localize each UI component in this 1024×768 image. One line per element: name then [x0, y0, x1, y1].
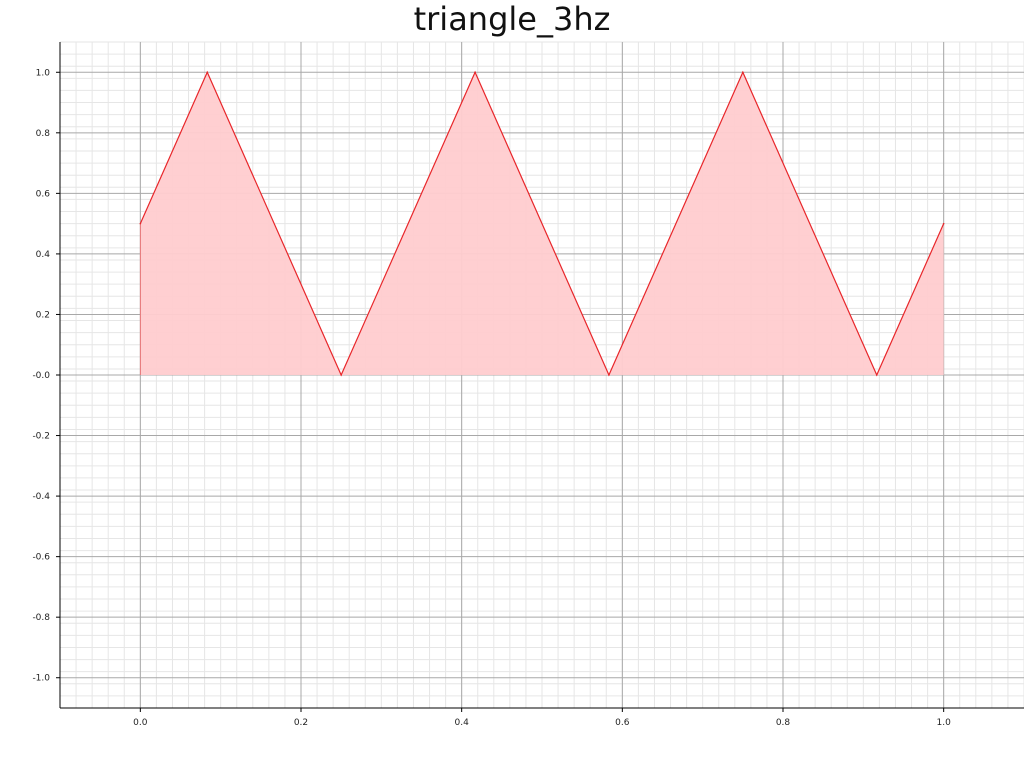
y-tick-label: -0.2 [32, 432, 50, 442]
y-tick-label: 0.8 [36, 129, 51, 139]
data-point [942, 222, 945, 225]
y-tick-label: -0.4 [32, 492, 50, 502]
x-tick-label: 0.0 [133, 718, 148, 728]
series-line [139, 70, 945, 377]
x-tick-label: 0.2 [294, 718, 308, 728]
y-tick-label: 0.4 [36, 250, 51, 260]
series-area-fill [140, 72, 944, 375]
y-tick-label: 0.2 [36, 310, 50, 320]
tick-labels: 0.0 0.2 0.4 0.6 0.8 1.0 1.0 0.8 0.6 0.4 0.2 -0.0 -0.… [32, 68, 951, 728]
x-tick-label: 1.0 [937, 718, 952, 728]
data-point [742, 71, 744, 74]
data-point [875, 374, 878, 376]
axes [56, 42, 1024, 712]
y-tick-label: -0.8 [32, 613, 50, 623]
y-tick-label: 0.6 [36, 189, 51, 199]
data-point [139, 222, 142, 225]
data-point [474, 71, 476, 74]
y-tick-label: -0.6 [32, 553, 50, 563]
series-layer [139, 70, 945, 377]
data-point [206, 71, 209, 74]
x-tick-label: 0.6 [615, 718, 630, 728]
chart-title: triangle_3hz [413, 0, 611, 38]
y-tick-label: 1.0 [36, 68, 51, 78]
data-point [340, 374, 342, 376]
y-tick-label: -1.0 [32, 674, 50, 684]
x-tick-label: 0.4 [455, 718, 470, 728]
y-tick-label: -0.0 [32, 371, 50, 381]
data-point [608, 374, 610, 376]
x-tick-label: 0.8 [776, 718, 791, 728]
